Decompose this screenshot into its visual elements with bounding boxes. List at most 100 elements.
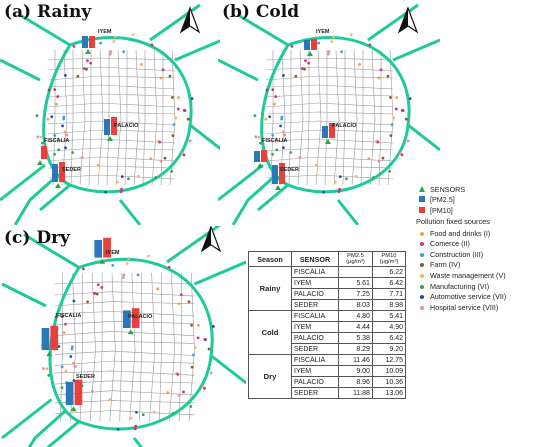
- site-label-palacio: PALACIO: [332, 123, 357, 129]
- source-dot: [182, 390, 185, 394]
- source-dot: [254, 135, 258, 139]
- pm10-bar: [111, 117, 117, 135]
- source-dot: [159, 76, 163, 80]
- source-dot: [290, 44, 294, 48]
- pm25-bar: [322, 126, 328, 138]
- source-dot: [281, 130, 285, 134]
- pm25-bar: [41, 328, 50, 350]
- source-dot: [64, 322, 67, 326]
- source-dot: [381, 156, 385, 160]
- sensor-cell: SEDER: [291, 299, 339, 311]
- street-line: [169, 49, 176, 186]
- legend-label: SENSORS: [430, 184, 466, 194]
- source-dot: [119, 190, 123, 194]
- table-body: Rainy FISCALIA 6.22 IYEM 5.61 6.42 PALACIO 7.25…: [248, 266, 407, 399]
- source-dot: [408, 97, 412, 100]
- pm10-bar: [103, 237, 111, 258]
- source-dot: [136, 273, 140, 277]
- source-dot: [176, 372, 180, 376]
- pm25-cell: [338, 266, 373, 278]
- square-icon: [418, 206, 425, 213]
- pm25-bar: [82, 36, 88, 48]
- header-pm25: PM2.5 (μg/m³): [338, 251, 373, 267]
- source-dot: [120, 175, 124, 179]
- source-dot: [182, 153, 186, 157]
- source-dot: [35, 114, 39, 118]
- dot-icon: [419, 284, 424, 289]
- street-line: [149, 272, 156, 422]
- source-dot: [96, 163, 100, 167]
- highway: [218, 58, 259, 82]
- pm25-cell: 11.46: [338, 354, 373, 366]
- pm10-cell: 12.75: [371, 354, 407, 366]
- dot-icon: [419, 273, 424, 278]
- source-dot: [159, 159, 163, 163]
- source-dot: [367, 157, 371, 161]
- legend-label: Construction (III): [430, 249, 484, 259]
- street-line: [47, 66, 176, 72]
- street-line: [97, 49, 104, 186]
- source-dot: [340, 50, 344, 54]
- source-dot: [168, 74, 172, 78]
- source-dot: [358, 62, 361, 66]
- street-line: [54, 340, 195, 344]
- sensor-marker: [275, 185, 281, 190]
- source-dot: [388, 96, 392, 99]
- source-dot: [300, 67, 304, 70]
- street-line: [178, 273, 182, 422]
- table-row: Rainy FISCALIA 6.22: [248, 266, 407, 311]
- source-dot: [317, 41, 321, 45]
- pm10-bar: [261, 150, 267, 162]
- source-dot: [53, 133, 57, 137]
- dot-icon: [419, 305, 424, 310]
- table-row: Dry FISCALIA 11.46 12.75: [248, 354, 407, 399]
- table-row: SEDER 11.88 13.06: [249, 387, 407, 399]
- source-dot: [86, 300, 90, 304]
- highway: [46, 420, 80, 447]
- pm25-cell: 5.38: [338, 332, 373, 344]
- street-line: [54, 301, 195, 307]
- source-dot: [56, 95, 60, 98]
- source-dot: [174, 116, 178, 120]
- sensor-marker: [325, 139, 331, 144]
- source-dot: [271, 152, 274, 156]
- source-dot: [257, 135, 261, 139]
- source-dot: [192, 353, 195, 357]
- street-line: [360, 50, 364, 186]
- source-dot: [39, 135, 43, 139]
- legend-label: Food and drinks (I): [430, 228, 491, 238]
- source-dot: [273, 102, 276, 106]
- street-line: [47, 156, 176, 162]
- source-dot: [177, 96, 180, 99]
- street-line: [106, 50, 110, 186]
- legend-sources: Food and drinks (I) Comerce (II) Construct…: [416, 228, 550, 313]
- site-label-iyem: IYEM: [316, 29, 330, 35]
- source-dot: [171, 134, 175, 138]
- square-icon: [418, 196, 425, 203]
- street-line: [119, 273, 123, 422]
- source-dot: [404, 117, 408, 121]
- dot-icon: [419, 263, 424, 268]
- highway: [218, 163, 264, 202]
- source-dot: [253, 114, 257, 118]
- source-dot: [190, 97, 194, 100]
- highway: [1, 398, 53, 440]
- source-dot: [64, 146, 67, 150]
- source-dot: [72, 44, 76, 48]
- sensor-cell: IYEM: [291, 321, 339, 333]
- source-dot: [303, 67, 306, 71]
- source-dot: [95, 292, 99, 296]
- source-dot: [127, 177, 130, 181]
- street-line: [168, 272, 176, 422]
- street-line: [47, 84, 176, 90]
- source-dot: [147, 254, 150, 258]
- source-dot: [150, 43, 154, 47]
- street-line: [306, 50, 310, 186]
- pm10-cell: 6.42: [371, 277, 407, 289]
- street-line: [288, 50, 292, 186]
- legend-label: Automotive service (VII): [430, 292, 507, 302]
- pm10-bar: [41, 146, 47, 159]
- pm10-cell: 9.20: [371, 343, 407, 355]
- source-dot: [82, 67, 86, 70]
- table-row: IYEM 4.44 4.90: [249, 321, 407, 333]
